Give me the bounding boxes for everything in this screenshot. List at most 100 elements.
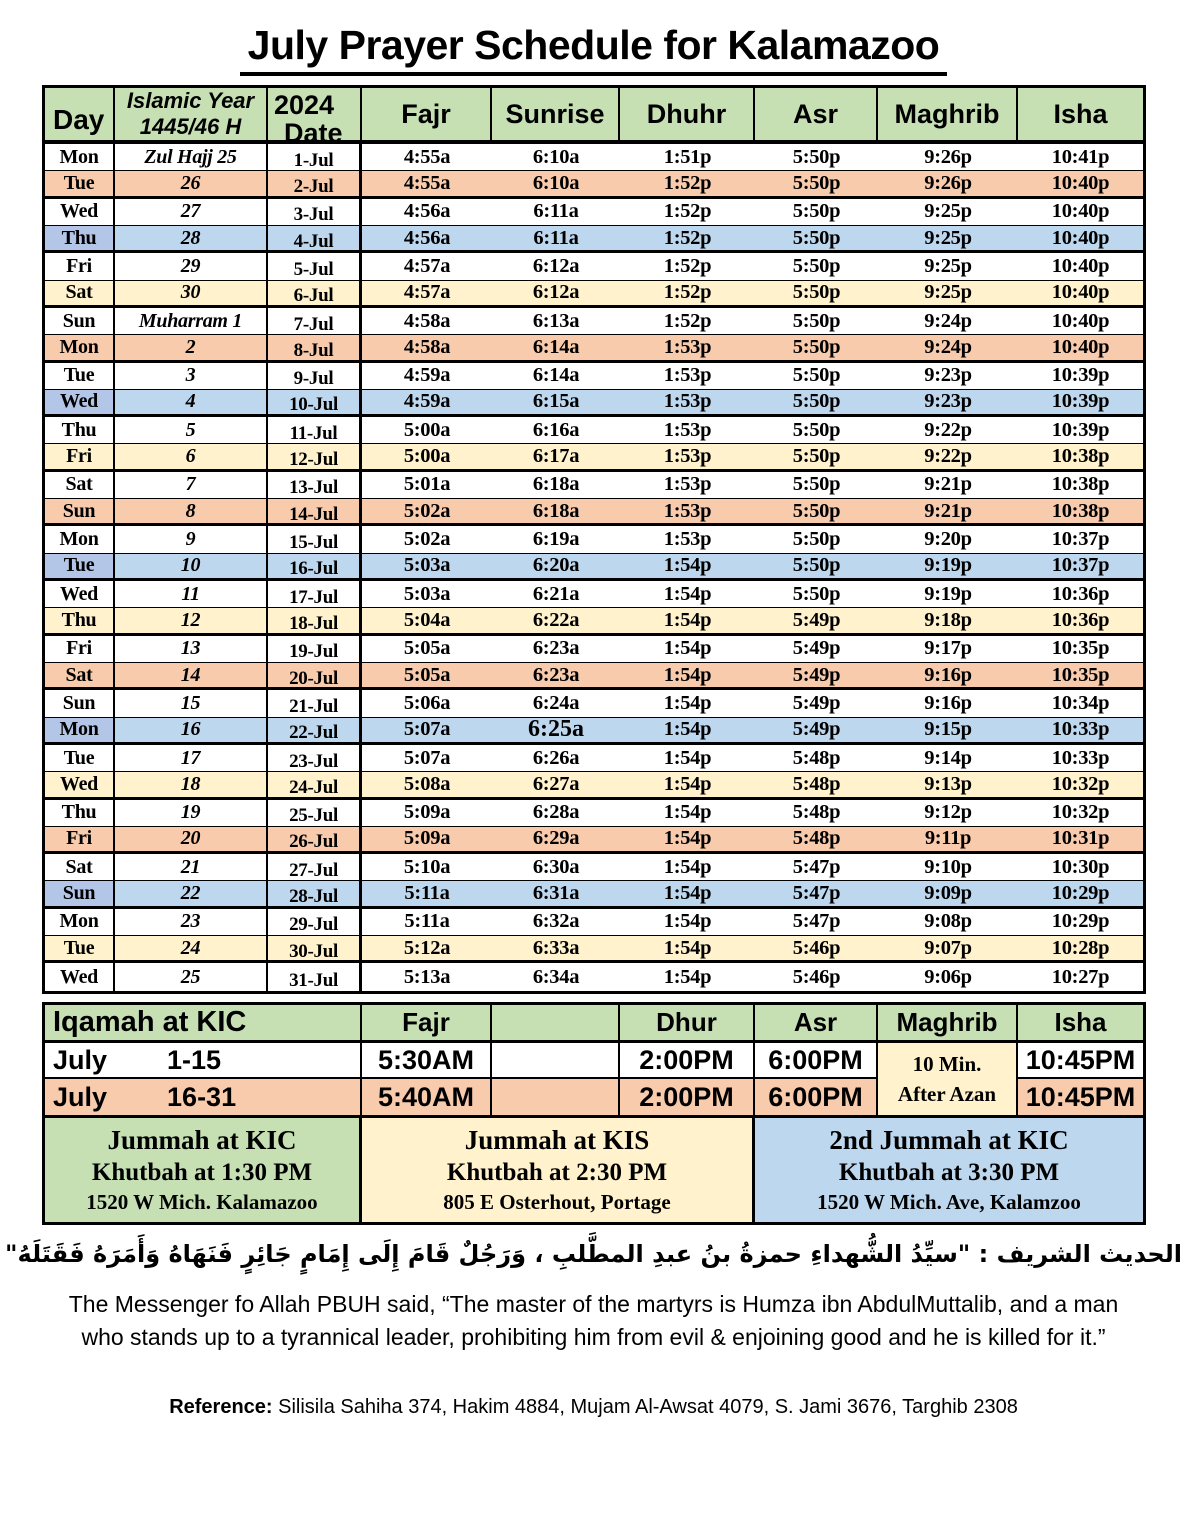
prayer-time-cell: 5:04a (403, 608, 451, 631)
prayer-time-cell: 5:50p (792, 335, 841, 358)
gregorian-date-cell: 16-Jul (268, 553, 362, 579)
prayer-time-cell: 6:11a (533, 226, 579, 249)
table-row: Wed 18 24-Jul 5:08a 6:27a 1:54p 5:48p 9:13p 10:3… (45, 772, 1143, 800)
gregorian-date-cell: 15-Jul (268, 526, 362, 553)
prayer-time-cell: 5:05a (403, 663, 451, 686)
islamic-date-cell: 2 (115, 335, 268, 360)
prayer-time-cell: 6:18a (532, 499, 580, 522)
iqamah-row1-empty (492, 1043, 620, 1079)
day-cell: Sat (45, 662, 115, 688)
prayer-time-cell: 9:13p (924, 772, 972, 795)
prayer-time-cell: 6:25a (528, 716, 584, 743)
table-row: Tue 3 9-Jul 4:59a 6:14a 1:53p 5:50p 9:23p 10:39p (45, 362, 1143, 390)
islamic-date-cell: 9 (115, 526, 268, 553)
prayer-time-cell: 5:02a (403, 499, 451, 522)
prayer-time-cell: 10:35p (1051, 637, 1110, 660)
gregorian-date-cell: 17-Jul (268, 581, 362, 608)
prayer-time-cell: 9:21p (924, 499, 972, 522)
prayer-time-cell: 9:09p (924, 882, 972, 905)
prayer-time-cell: 9:24p (924, 335, 972, 358)
prayer-time-cell: 1:53p (663, 499, 712, 522)
islamic-date-cell: 29 (115, 253, 268, 280)
prayer-time-cell: 1:54p (663, 965, 712, 988)
day-cell: Wed (45, 389, 115, 415)
gregorian-date-cell: 12-Jul (268, 444, 362, 470)
prayer-time-cell: 6:29a (532, 827, 580, 850)
page-title-text: July Prayer Schedule for Kalamazoo (239, 22, 948, 76)
prayer-time-cell: 1:53p (663, 445, 712, 468)
prayer-time-cell: 9:23p (924, 390, 972, 413)
prayer-time-cell: 6:23a (532, 663, 580, 686)
table-row: Tue 10 16-Jul 5:03a 6:20a 1:54p 5:50p 9:19p 10:3… (45, 553, 1143, 581)
prayer-time-cell: 5:48p (792, 746, 841, 769)
islamic-date-cell: Zul Hajj 25 (115, 144, 268, 171)
prayer-time-cell: 6:19a (532, 528, 580, 551)
table-row: Mon Zul Hajj 25 1-Jul 4:55a 6:10a 1:51p 5:50p 9… (45, 144, 1143, 172)
prayer-time-cell: 4:57a (403, 281, 451, 304)
islamic-date-cell: 8 (115, 499, 268, 524)
gregorian-date-cell: 29-Jul (268, 908, 362, 935)
prayer-time-cell: 6:11a (533, 200, 579, 223)
prayer-time-cell: 1:51p (663, 145, 712, 168)
gregorian-date-cell: 2-Jul (268, 171, 362, 197)
gregorian-date-cell: 7-Jul (268, 307, 362, 335)
prayer-time-cell: 1:54p (663, 827, 712, 850)
prayer-time-cell: 1:54p (663, 801, 712, 824)
prayer-time-cell: 10:33p (1051, 746, 1110, 769)
prayer-time-cell: 6:30a (532, 855, 580, 878)
prayer-time-cell: 10:31p (1051, 827, 1110, 850)
prayer-time-cell: 5:03a (403, 554, 451, 577)
table-header-row: Day Islamic Year 1445/46 H 2024 Date Faj… (45, 88, 1143, 148)
prayer-time-cell: 10:36p (1051, 608, 1110, 631)
prayer-time-cell: 10:39p (1051, 390, 1110, 413)
prayer-time-cell: 10:32p (1051, 772, 1110, 795)
prayer-time-cell: 5:06a (403, 691, 451, 714)
day-cell: Sun (45, 881, 115, 906)
prayer-time-cell: 6:12a (532, 281, 580, 304)
prayer-time-cell: 1:54p (663, 910, 712, 933)
prayer-time-cell: 5:12a (403, 936, 451, 959)
prayer-time-cell: 9:20p (924, 528, 972, 551)
gregorian-date-cell: 9-Jul (268, 362, 362, 389)
islamic-date-cell: 27 (115, 198, 268, 225)
table-row: Fri 13 19-Jul 5:05a 6:23a 1:54p 5:49p 9:17p 10:3… (45, 635, 1143, 663)
gregorian-date-cell: 31-Jul (268, 963, 362, 991)
day-cell: Sat (45, 471, 115, 499)
iqamah-maghrib-note: 10 Min. After Azan (878, 1043, 1018, 1115)
prayer-time-cell: 9:19p (924, 554, 972, 577)
islamic-date-cell: 18 (115, 772, 268, 797)
prayer-time-cell: 9:18p (924, 608, 972, 631)
prayer-time-cell: 1:54p (663, 718, 712, 741)
prayer-time-cell: 10:30p (1051, 855, 1110, 878)
iqamah-header-empty (492, 1005, 620, 1043)
table-row: Sat 7 13-Jul 5:01a 6:18a 1:53p 5:50p 9:21p 10:38… (45, 471, 1143, 500)
prayer-time-cell: 6:20a (532, 554, 580, 577)
table-row: Mon 9 15-Jul 5:02a 6:19a 1:53p 5:50p 9:20p 10:37… (45, 526, 1143, 554)
prayer-time-cell: 4:58a (403, 309, 451, 332)
iqamah-row1-dhur: 2:00PM (620, 1043, 755, 1079)
iqamah-header-fajr: Fajr (362, 1005, 492, 1043)
prayer-time-cell: 5:07a (403, 718, 451, 741)
prayer-time-cell: 9:22p (924, 418, 972, 441)
prayer-time-cell: 10:39p (1051, 364, 1110, 387)
table-row: Thu 19 25-Jul 5:09a 6:28a 1:54p 5:48p 9:12p 10:3… (45, 799, 1143, 827)
prayer-time-cell: 1:53p (663, 473, 712, 496)
prayer-time-cell: 5:50p (792, 528, 841, 551)
day-cell: Tue (45, 171, 115, 196)
prayer-time-cell: 6:18a (532, 473, 580, 496)
prayer-time-cell: 9:25p (924, 200, 972, 223)
prayer-time-cell: 5:50p (792, 200, 841, 223)
day-cell: Sun (45, 690, 115, 717)
gregorian-date-cell: 14-Jul (268, 499, 362, 525)
islamic-date-cell: 12 (115, 608, 268, 633)
prayer-time-cell: 10:27p (1051, 965, 1110, 988)
prayer-time-cell: 5:50p (792, 364, 841, 387)
prayer-time-cell: 6:16a (532, 418, 580, 441)
prayer-time-cell: 6:14a (532, 364, 580, 387)
prayer-time-cell: 10:40p (1051, 335, 1110, 358)
prayer-time-cell: 5:10a (403, 855, 451, 878)
prayer-time-cell: 10:41p (1051, 145, 1110, 168)
gregorian-date-cell: 4-Jul (268, 225, 362, 252)
reference-text: Silisila Sahiha 374, Hakim 4884, Mujam A… (272, 1396, 1018, 1418)
